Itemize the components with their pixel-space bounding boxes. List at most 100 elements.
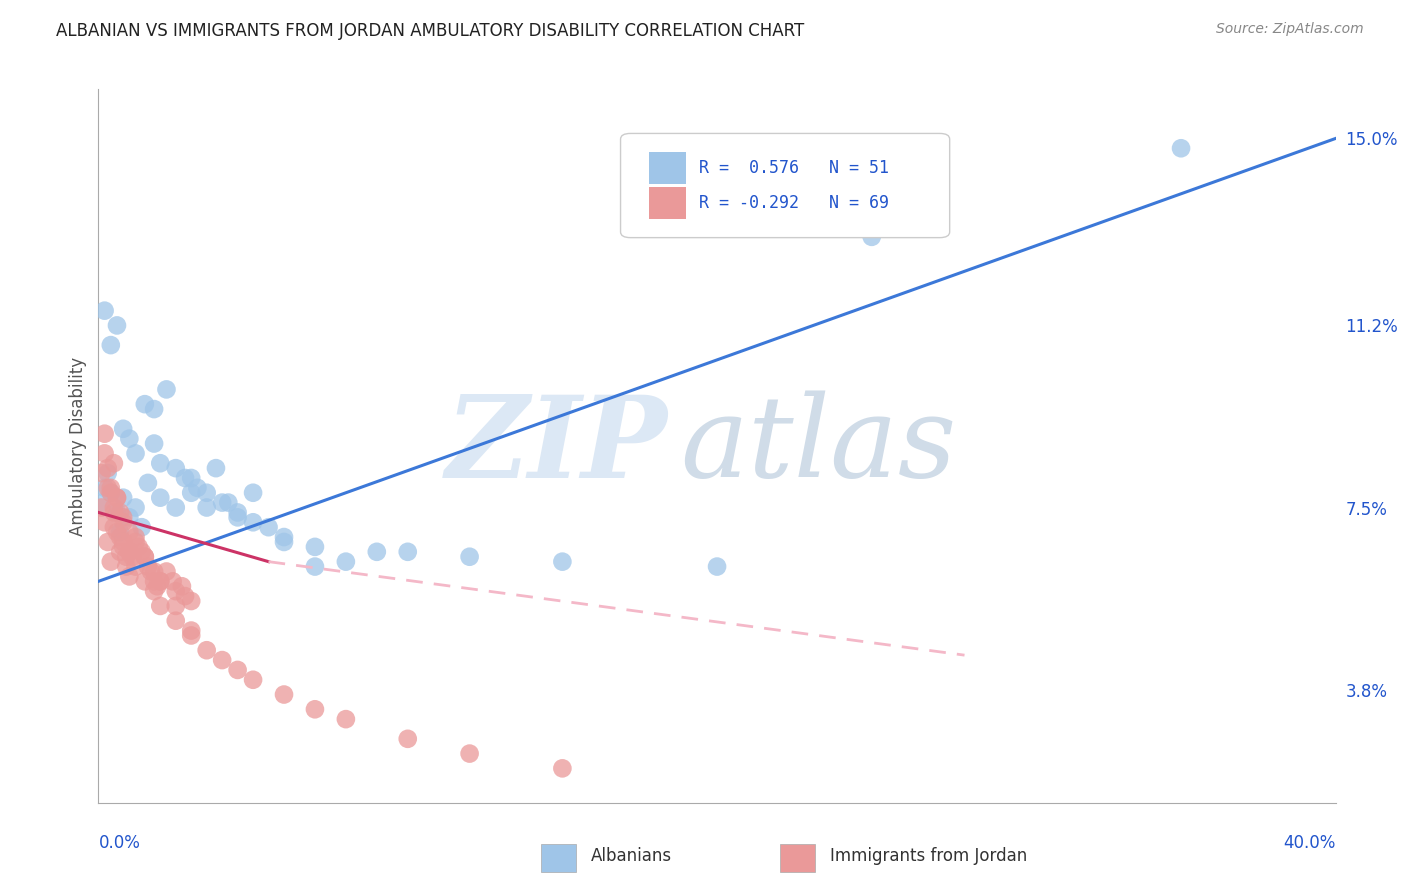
Point: [149, 491, 172, 505]
Point: [103, 500, 125, 515]
Point: [143, 565, 166, 579]
Point: [195, 643, 218, 657]
Point: [242, 673, 264, 687]
Point: [143, 574, 166, 589]
Point: [108, 530, 131, 544]
Point: [118, 569, 141, 583]
Point: [97, 535, 120, 549]
Point: [257, 520, 280, 534]
Text: R = -0.292   N = 69: R = -0.292 N = 69: [699, 194, 889, 212]
Point: [97, 466, 120, 480]
Point: [131, 545, 153, 559]
Point: [97, 481, 120, 495]
Point: [396, 545, 419, 559]
Point: [115, 549, 138, 564]
Point: [124, 446, 146, 460]
Point: [118, 510, 141, 524]
Point: [304, 702, 326, 716]
Point: [180, 594, 202, 608]
Point: [103, 505, 125, 519]
Point: [273, 688, 295, 702]
Point: [93, 481, 115, 495]
Point: [118, 545, 141, 559]
Point: [170, 579, 193, 593]
Point: [180, 624, 202, 638]
Point: [90, 466, 112, 480]
Point: [304, 540, 326, 554]
Point: [124, 535, 146, 549]
Point: [273, 535, 295, 549]
Point: [112, 422, 135, 436]
Text: 40.0%: 40.0%: [1284, 834, 1336, 852]
Point: [143, 436, 166, 450]
Point: [136, 559, 159, 574]
Point: [165, 461, 187, 475]
Point: [108, 505, 131, 519]
Point: [242, 516, 264, 530]
Point: [551, 555, 574, 569]
Point: [366, 545, 388, 559]
Point: [149, 574, 172, 589]
Point: [226, 505, 249, 519]
Point: [146, 579, 169, 593]
Point: [90, 495, 112, 509]
Point: [100, 485, 122, 500]
Point: [195, 500, 218, 515]
Text: 0.0%: 0.0%: [98, 834, 141, 852]
Point: [128, 540, 150, 554]
Point: [105, 318, 128, 333]
Point: [136, 475, 159, 490]
Point: [396, 731, 419, 746]
Point: [134, 574, 156, 589]
Point: [139, 565, 162, 579]
Point: [115, 559, 138, 574]
Point: [97, 461, 120, 475]
Point: [93, 516, 115, 530]
Point: [211, 653, 233, 667]
Point: [103, 456, 125, 470]
Point: [458, 549, 481, 564]
Point: [226, 510, 249, 524]
Point: [112, 516, 135, 530]
Point: [90, 500, 112, 515]
Point: [273, 530, 295, 544]
Point: [143, 402, 166, 417]
Text: atlas: atlas: [681, 391, 956, 501]
Point: [211, 495, 233, 509]
Point: [458, 747, 481, 761]
Point: [100, 338, 122, 352]
Point: [217, 495, 239, 509]
Point: [180, 628, 202, 642]
Point: [1170, 141, 1192, 155]
Point: [551, 761, 574, 775]
Point: [155, 565, 177, 579]
Point: [100, 555, 122, 569]
Point: [335, 555, 357, 569]
Y-axis label: Ambulatory Disability: Ambulatory Disability: [69, 357, 87, 535]
Point: [174, 589, 197, 603]
Point: [195, 485, 218, 500]
Point: [304, 559, 326, 574]
Point: [165, 500, 187, 515]
Point: [165, 599, 187, 613]
Point: [131, 520, 153, 534]
Point: [118, 525, 141, 540]
Point: [335, 712, 357, 726]
Point: [149, 456, 172, 470]
Point: [108, 545, 131, 559]
Point: [112, 535, 135, 549]
FancyBboxPatch shape: [620, 134, 949, 237]
Point: [226, 663, 249, 677]
Point: [134, 397, 156, 411]
Point: [134, 549, 156, 564]
Point: [124, 500, 146, 515]
Point: [100, 485, 122, 500]
Text: Albanians: Albanians: [591, 847, 672, 865]
Point: [143, 584, 166, 599]
Text: Immigrants from Jordan: Immigrants from Jordan: [830, 847, 1026, 865]
Bar: [650, 187, 686, 219]
Point: [93, 426, 115, 441]
Point: [162, 574, 184, 589]
Point: [134, 549, 156, 564]
Point: [121, 549, 143, 564]
